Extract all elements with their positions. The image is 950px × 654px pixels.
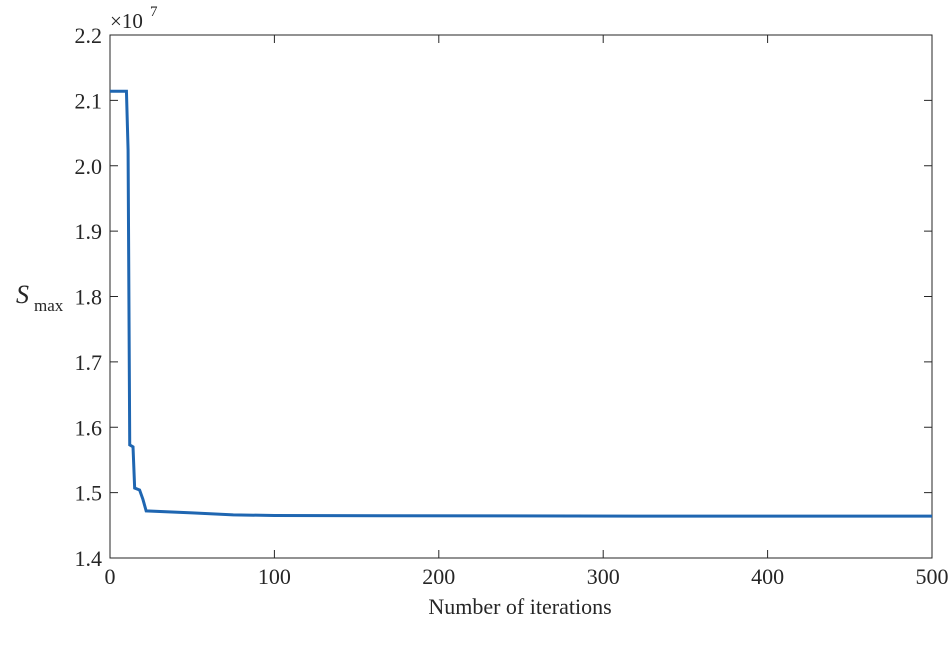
- y-tick-label: 1.6: [75, 415, 103, 440]
- y-multiplier-exponent: 7: [150, 4, 158, 20]
- y-tick-label: 1.9: [75, 219, 103, 244]
- y-tick-label: 1.8: [75, 285, 103, 310]
- x-tick-label: 200: [422, 564, 455, 589]
- data-line: [110, 89, 932, 518]
- y-tick-label: 1.7: [75, 350, 103, 375]
- x-tick-label: 0: [105, 564, 116, 589]
- x-axis-label: Number of iterations: [428, 594, 611, 619]
- x-tick-label: 500: [916, 564, 949, 589]
- x-tick-label: 400: [751, 564, 784, 589]
- y-tick-label: 2.2: [75, 23, 103, 48]
- y-tick-label: 2.1: [75, 88, 103, 113]
- y-multiplier: ×10: [110, 9, 143, 33]
- y-tick-label: 1.5: [75, 481, 103, 506]
- y-axis-label-sub: max: [34, 296, 64, 315]
- plot-frame: [109, 34, 933, 559]
- y-tick-label: 1.4: [75, 546, 103, 571]
- y-tick-label: 2.0: [75, 154, 103, 179]
- x-tick-label: 300: [587, 564, 620, 589]
- x-tick-label: 100: [258, 564, 291, 589]
- y-axis-label: S: [16, 280, 29, 309]
